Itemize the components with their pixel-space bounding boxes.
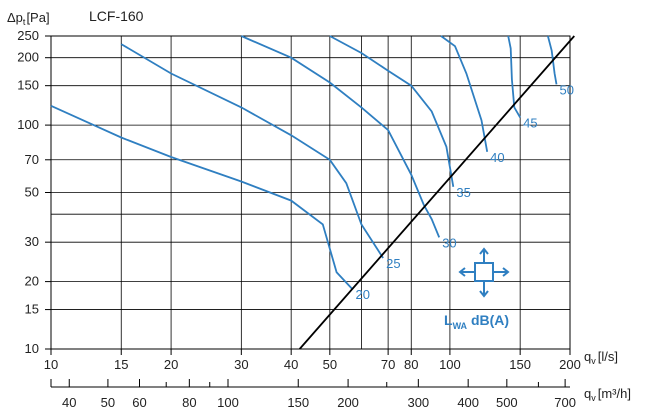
x-tick-label: 100: [439, 357, 461, 372]
y-tick-label: 50: [25, 185, 39, 200]
lwa-annotation: LWA dB(A): [444, 312, 509, 331]
y-tick-label: 200: [17, 50, 39, 65]
x-tick-label: 30: [234, 357, 248, 372]
curve-40: [440, 35, 489, 152]
noise-curves: [50, 35, 558, 290]
curve-50: [547, 35, 558, 85]
x-tick-label: 150: [509, 357, 531, 372]
y-tick-label: 100: [17, 117, 39, 132]
system-line: [298, 35, 575, 350]
curve-label-50: 50: [559, 82, 573, 97]
curve-label-45: 45: [523, 116, 537, 131]
y-tick-label: 15: [25, 302, 39, 317]
secondary-x-axis: 40 50 60 80 100 150 200 300 400 500 700: [50, 379, 576, 410]
system-line-path: [298, 35, 575, 350]
x2-tick-label: 60: [132, 395, 146, 410]
x2-axis-title: qv [m³/h]: [584, 386, 631, 403]
x2-tick-label: 300: [407, 395, 429, 410]
y-tick-label: 250: [17, 28, 39, 43]
y-tick-label: 20: [25, 274, 39, 289]
x2-tick-label: 500: [496, 395, 518, 410]
x-tick-label: 20: [164, 357, 178, 372]
curve-label-25: 25: [386, 256, 400, 271]
y-tick-label: 30: [25, 234, 39, 249]
x-axis-ticks: 10 15 20 30 40 50 70 80 100 150 200: [44, 349, 581, 372]
curve-25: [120, 43, 384, 259]
x2-tick-label: 50: [101, 395, 115, 410]
chart-grid: [50, 35, 571, 350]
x-tick-label: 200: [559, 357, 581, 372]
curve-label-30: 30: [442, 235, 456, 250]
icon-arrowhead-up: [479, 247, 489, 255]
x-tick-label: 70: [381, 357, 395, 372]
x2-tick-label: 400: [457, 395, 479, 410]
curve-label-20: 20: [356, 287, 370, 302]
x-axis-title: qv [l/s]: [584, 349, 618, 366]
x2-tick-label: 200: [337, 395, 359, 410]
x2-tick-label: 100: [217, 395, 239, 410]
x-tick-label: 80: [404, 357, 418, 372]
y-tick-label: 70: [25, 152, 39, 167]
curve-45: [507, 35, 521, 119]
y-tick-label: 10: [25, 341, 39, 356]
x-tick-label: 15: [114, 357, 128, 372]
x-tick-label: 10: [44, 357, 58, 372]
x-tick-label: 40: [284, 357, 298, 372]
curve-30: [240, 35, 441, 238]
x2-tick-label: 150: [287, 395, 309, 410]
curve-labels: 20 25 30 35 40 45 50: [356, 82, 574, 302]
icon-arrowhead-left: [458, 267, 466, 277]
icon-arrowhead-right: [502, 267, 510, 277]
y-tick-label: 150: [17, 78, 39, 93]
y-axis-ticks: 10 15 20 30 50 70 100 150 200 250: [17, 28, 51, 356]
x-tick-label: 50: [323, 357, 337, 372]
y-axis-title: Δpt[Pa]: [7, 10, 50, 27]
curve-35: [329, 35, 455, 187]
flow-directions-icon: [458, 247, 510, 298]
curve-20: [50, 104, 354, 290]
x2-tick-label: 40: [62, 395, 76, 410]
curve-label-40: 40: [490, 150, 504, 165]
x2-tick-label: 700: [554, 395, 576, 410]
icon-arrowhead-down: [479, 290, 489, 298]
curve-label-35: 35: [456, 185, 470, 200]
icon-center-square: [474, 262, 494, 282]
chart-title: LCF-160: [89, 8, 144, 24]
x2-tick-label: 80: [182, 395, 196, 410]
